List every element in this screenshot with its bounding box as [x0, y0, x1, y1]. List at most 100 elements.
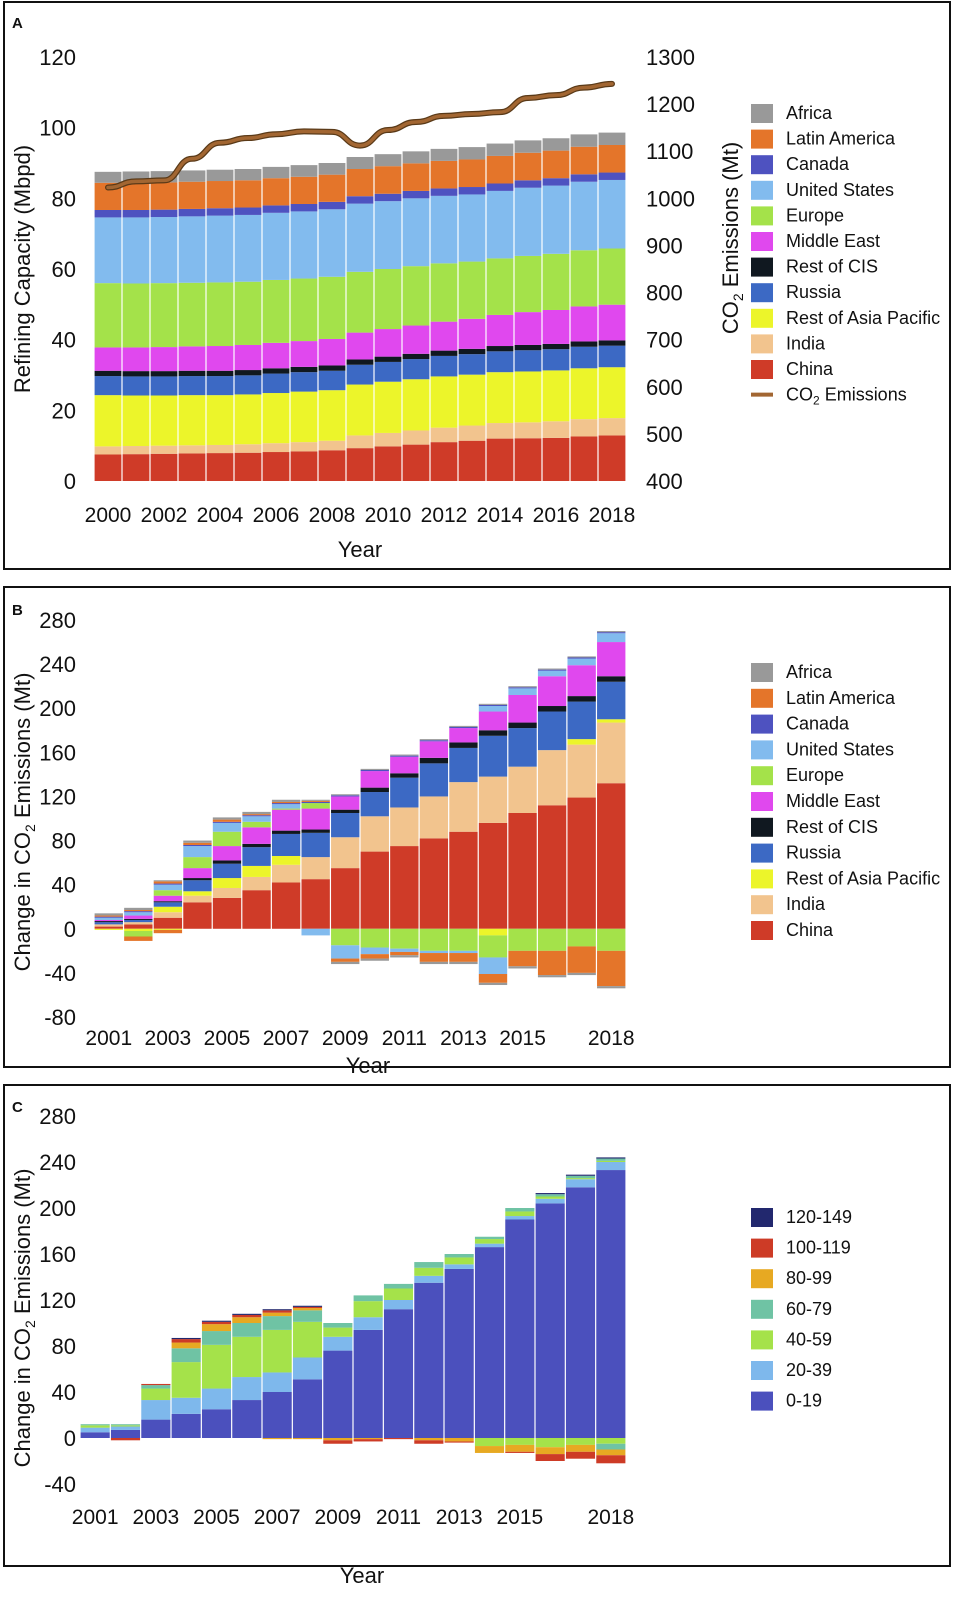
bar-0-19-2016 [535, 1203, 565, 1438]
bar-rest-of-asia-pacific-2003 [178, 395, 206, 446]
y-tick-label: 240 [39, 1150, 76, 1175]
bar-canada-2002 [150, 209, 178, 218]
bar-russia-2011 [402, 359, 430, 380]
bar-rest-of-asia-pacific-2007 [290, 391, 318, 443]
bar-canada-2010 [360, 769, 389, 772]
bar-india-2012 [419, 796, 449, 839]
legend-label: Africa [786, 662, 833, 682]
bar-china-2014 [478, 822, 508, 929]
x-tick-label: 2003 [132, 1506, 179, 1529]
y2-tick-label: 1200 [646, 92, 695, 117]
bar-20-39-2012 [414, 1275, 444, 1283]
bar-neg-latin-america-2015 [508, 950, 537, 967]
legend-swatch [751, 895, 773, 915]
bar-russia-2006 [262, 373, 290, 394]
bar-russia-2018 [597, 681, 626, 720]
legend-label: 40-59 [786, 1329, 832, 1349]
bar-neg-100-119-2015 [505, 1451, 535, 1453]
bar-rest-of-asia-pacific-2000 [94, 395, 122, 447]
bar-neg-europe-2015 [508, 928, 537, 951]
bar-20-39-2018 [596, 1162, 626, 1171]
legend-label: Africa [786, 103, 833, 123]
bar-neg-europe-2014 [478, 935, 508, 958]
bar-united-states-2014 [478, 706, 508, 712]
bar-rest-of-cis-2014 [478, 730, 508, 736]
panel-frame [3, 1, 951, 570]
bar-neg-europe-2017 [567, 928, 596, 947]
bar-india-2016 [537, 750, 567, 806]
bar-rest-of-cis-2011 [390, 773, 419, 778]
bar-rest-of-cis-2004 [183, 878, 212, 881]
x-tick-label: 2008 [309, 504, 356, 527]
bar-united-states-2004 [206, 215, 234, 283]
legend-swatch [751, 180, 773, 200]
bar-latin-america-2005 [234, 180, 262, 208]
y-tick-label: 40 [52, 873, 76, 898]
bar-china-2002 [150, 453, 178, 481]
bar-neg-united-states-2010 [360, 947, 389, 955]
bar-africa-2018 [598, 132, 626, 145]
y-tick-label: 60 [52, 257, 76, 282]
bar-russia-2006 [242, 847, 271, 866]
bar-0-19-2013 [444, 1268, 474, 1438]
bar-neg-100-119-2013 [444, 1441, 474, 1443]
bar-middle-east-2018 [597, 642, 626, 677]
bar-africa-2010 [360, 768, 389, 770]
bar-india-2014 [486, 423, 514, 439]
bar-neg-europe-2016 [537, 928, 567, 951]
bar-canada-2018 [597, 632, 626, 634]
bar-middle-east-2008 [301, 808, 330, 830]
bar-middle-east-2012 [430, 321, 458, 351]
panel-frame [3, 586, 951, 1068]
y2-tick-label: 900 [646, 233, 683, 258]
bar-rest-of-asia-pacific-2014 [486, 372, 514, 424]
bar-80-99-2006 [232, 1317, 262, 1323]
bar-united-states-2001 [94, 917, 123, 920]
legend-label: 60-79 [786, 1299, 832, 1319]
bar-rest-of-cis-2005 [212, 860, 242, 864]
bar-middle-east-2008 [318, 338, 346, 366]
bar-neg-80-99-2014 [474, 1446, 505, 1453]
legend-co2-prefix: CO [786, 385, 813, 405]
bar-neg-40-59-2017 [565, 1438, 596, 1445]
bar-neg-africa-2016 [537, 975, 567, 978]
bar-canada-2014 [486, 183, 514, 191]
y-title-prefix: Change in CO [10, 1328, 35, 1467]
bar-rest-of-cis-2006 [242, 843, 271, 848]
bar-rest-of-asia-pacific-2010 [374, 381, 402, 433]
bar-africa-2009 [346, 156, 374, 170]
bar-europe-2011 [402, 266, 430, 326]
bar-africa-2013 [449, 725, 478, 727]
bar-russia-2012 [430, 355, 458, 377]
bar-russia-2017 [567, 701, 596, 740]
legend-label: China [786, 359, 834, 379]
bar-canada-2001 [94, 916, 123, 918]
y-tick-label: 80 [52, 1334, 76, 1359]
bar-china-2002 [124, 924, 153, 929]
bar-africa-2011 [390, 754, 419, 756]
panel-a: A 0 20 40 60 80 100 120 400 500 600 700 800 900 1000 11… [3, 1, 951, 570]
bar-20-39-2017 [565, 1179, 596, 1188]
x-tick-label: 2013 [436, 1506, 483, 1529]
y2-tick-label: 600 [646, 375, 683, 400]
x-tick-label: 2012 [421, 504, 468, 527]
bar-united-states-2012 [430, 195, 458, 264]
bar-china-2015 [508, 812, 537, 929]
bar-20-39-2007 [262, 1372, 292, 1392]
bar-neg-100-119-2017 [565, 1451, 596, 1459]
bar-africa-2003 [153, 880, 183, 882]
bar-africa-2011 [402, 151, 430, 164]
bar-40-59-2017 [565, 1178, 596, 1180]
bar-india-2015 [514, 422, 542, 439]
bar-middle-east-2011 [390, 756, 419, 774]
bar-latin-america-2002 [124, 910, 153, 912]
bar-united-states-2018 [598, 179, 626, 249]
bar-40-59-2014 [474, 1239, 505, 1244]
bar-rest-of-cis-2013 [449, 742, 478, 748]
bar-china-2013 [449, 831, 478, 929]
y-title-sub: 2 [22, 824, 38, 832]
y-tick-label: 120 [39, 1288, 76, 1313]
bar-india-2011 [402, 430, 430, 445]
bar-russia-2003 [153, 902, 183, 907]
bar-europe-2004 [183, 857, 212, 869]
